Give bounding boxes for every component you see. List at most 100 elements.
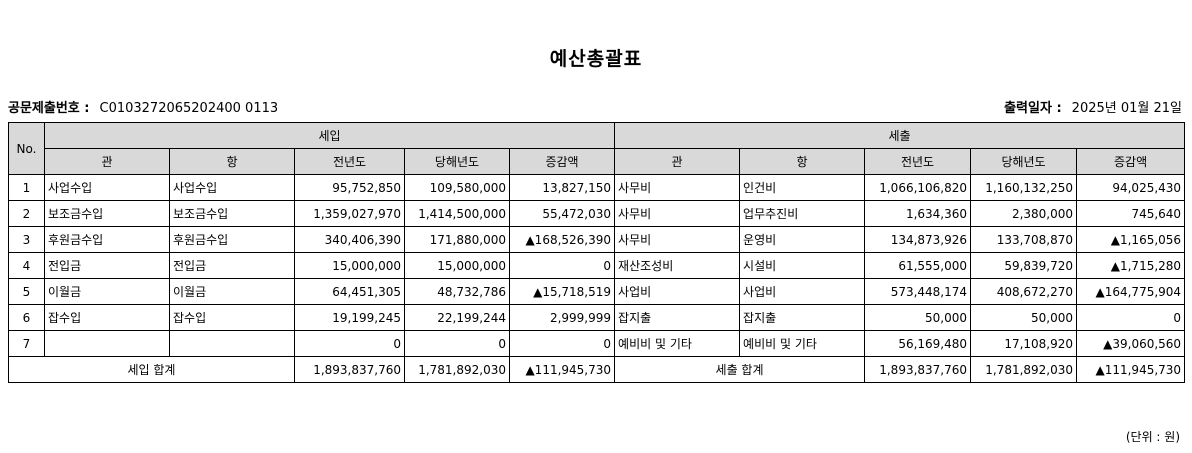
table-row: 7 0 0 0 예비비 및 기타 예비비 및 기타 56,169,480 17,… <box>8 330 1186 357</box>
document-number-label: 공문제출번호 : <box>8 101 90 116</box>
expenditure-prev-year: 1,634,360 <box>864 200 972 227</box>
expenditure-hang: 업무추진비 <box>739 200 866 227</box>
expenditure-difference: 0 <box>1076 304 1186 331</box>
revenue-difference: 13,827,150 <box>508 174 616 201</box>
revenue-total-prev-year: 1,893,837,760 <box>294 356 405 383</box>
revenue-prev-year: 15,000,000 <box>294 252 405 279</box>
expenditure-current-year: 133,708,870 <box>970 226 1078 253</box>
expenditure-hang: 사업비 <box>739 278 866 305</box>
revenue-gwan: 이월금 <box>44 278 170 305</box>
row-no: 6 <box>8 304 45 331</box>
header-expenditure-gwan: 관 <box>614 148 741 175</box>
expenditure-current-year: 17,108,920 <box>970 330 1078 357</box>
revenue-gwan: 전입금 <box>44 252 170 279</box>
expenditure-difference: 745,640 <box>1076 200 1186 227</box>
expenditure-gwan: 잡지출 <box>614 304 741 331</box>
revenue-difference: 55,472,030 <box>508 200 616 227</box>
expenditure-difference: ▲1,165,056 <box>1076 226 1186 253</box>
revenue-prev-year: 64,451,305 <box>294 278 405 305</box>
expenditure-difference: ▲39,060,560 <box>1076 330 1186 357</box>
revenue-difference: ▲168,526,390 <box>508 226 616 253</box>
expenditure-prev-year: 61,555,000 <box>864 252 972 279</box>
expenditure-gwan: 재산조성비 <box>614 252 741 279</box>
revenue-prev-year: 95,752,850 <box>294 174 405 201</box>
revenue-hang <box>169 330 295 357</box>
expenditure-difference: ▲1,715,280 <box>1076 252 1186 279</box>
expenditure-gwan: 예비비 및 기타 <box>614 330 741 357</box>
expenditure-total-prev-year: 1,893,837,760 <box>864 356 972 383</box>
revenue-prev-year: 19,199,245 <box>294 304 405 331</box>
revenue-current-year: 109,580,000 <box>404 174 510 201</box>
header-expenditure-hang: 항 <box>739 148 866 175</box>
revenue-total-difference: ▲111,945,730 <box>508 356 616 383</box>
header-expenditure: 세출 <box>614 122 1186 149</box>
table-row: 3 후원금수입 후원금수입 340,406,390 171,880,000 ▲1… <box>8 226 1186 253</box>
expenditure-hang: 운영비 <box>739 226 866 253</box>
row-no: 3 <box>8 226 45 253</box>
header-revenue: 세입 <box>43 122 616 149</box>
expenditure-current-year: 408,672,270 <box>970 278 1078 305</box>
print-date: 출력일자 : 2025년 01월 21일 <box>1004 97 1182 116</box>
revenue-hang: 사업수입 <box>169 174 295 201</box>
revenue-gwan: 잡수입 <box>44 304 170 331</box>
revenue-difference: 2,999,999 <box>508 304 616 331</box>
revenue-current-year: 1,414,500,000 <box>404 200 510 227</box>
revenue-gwan: 사업수입 <box>44 174 170 201</box>
header-revenue-gwan: 관 <box>44 148 170 175</box>
expenditure-current-year: 59,839,720 <box>970 252 1078 279</box>
revenue-difference: 0 <box>508 330 616 357</box>
revenue-prev-year: 1,359,027,970 <box>294 200 405 227</box>
expenditure-total-difference: ▲111,945,730 <box>1076 356 1186 383</box>
expenditure-difference: 94,025,430 <box>1076 174 1186 201</box>
table-row: 2 보조금수입 보조금수입 1,359,027,970 1,414,500,00… <box>8 200 1186 227</box>
table-row: 4 전입금 전입금 15,000,000 15,000,000 0 재산조성비 … <box>8 252 1186 279</box>
header-expenditure-current-year: 당해년도 <box>970 148 1078 175</box>
document-number-value: C0103272065202400 0113 <box>99 101 279 116</box>
revenue-total-current-year: 1,781,892,030 <box>404 356 510 383</box>
revenue-prev-year: 0 <box>294 330 405 357</box>
expenditure-difference: ▲164,775,904 <box>1076 278 1186 305</box>
document-number: 공문제출번호 : C0103272065202400 0113 <box>8 97 278 116</box>
revenue-current-year: 48,732,786 <box>404 278 510 305</box>
expenditure-prev-year: 50,000 <box>864 304 972 331</box>
expenditure-gwan: 사업비 <box>614 278 741 305</box>
table-row: 6 잡수입 잡수입 19,199,245 22,199,244 2,999,99… <box>8 304 1186 331</box>
revenue-difference: ▲15,718,519 <box>508 278 616 305</box>
page-title: 예산총괄표 <box>549 48 643 70</box>
revenue-hang: 잡수입 <box>169 304 295 331</box>
print-date-value: 2025년 01월 21일 <box>1071 101 1182 116</box>
expenditure-current-year: 50,000 <box>970 304 1078 331</box>
expenditure-current-year: 2,380,000 <box>970 200 1078 227</box>
row-no: 7 <box>8 330 45 357</box>
totals-row: 세입 합계 1,893,837,760 1,781,892,030 ▲111,9… <box>8 356 1186 383</box>
row-no: 5 <box>8 278 45 305</box>
expenditure-gwan: 사무비 <box>614 226 741 253</box>
header-expenditure-prev-year: 전년도 <box>864 148 972 175</box>
revenue-total-label: 세입 합계 <box>8 356 295 383</box>
expenditure-hang: 잡지출 <box>739 304 866 331</box>
row-no: 4 <box>8 252 45 279</box>
expenditure-prev-year: 1,066,106,820 <box>864 174 972 201</box>
expenditure-prev-year: 56,169,480 <box>864 330 972 357</box>
revenue-gwan: 보조금수입 <box>44 200 170 227</box>
expenditure-total-current-year: 1,781,892,030 <box>970 356 1078 383</box>
expenditure-current-year: 1,160,132,250 <box>970 174 1078 201</box>
unit-note: (단위 : 원) <box>1125 430 1180 444</box>
header-revenue-difference: 증감액 <box>508 148 616 175</box>
expenditure-gwan: 사무비 <box>614 200 741 227</box>
revenue-current-year: 0 <box>404 330 510 357</box>
table-row: 1 사업수입 사업수입 95,752,850 109,580,000 13,82… <box>8 174 1186 201</box>
header-revenue-hang: 항 <box>169 148 295 175</box>
header-revenue-prev-year: 전년도 <box>294 148 405 175</box>
header-revenue-current-year: 당해년도 <box>404 148 510 175</box>
expenditure-gwan: 사무비 <box>614 174 741 201</box>
revenue-difference: 0 <box>508 252 616 279</box>
revenue-hang: 후원금수입 <box>169 226 295 253</box>
print-date-label: 출력일자 : <box>1004 101 1062 116</box>
expenditure-hang: 시설비 <box>739 252 866 279</box>
expenditure-hang: 인건비 <box>739 174 866 201</box>
revenue-current-year: 22,199,244 <box>404 304 510 331</box>
budget-summary-table: No. 세입 세출 관 항 전년도 당해년도 증감액 관 항 전년도 당해년도 … <box>8 122 1186 383</box>
revenue-current-year: 15,000,000 <box>404 252 510 279</box>
revenue-current-year: 171,880,000 <box>404 226 510 253</box>
